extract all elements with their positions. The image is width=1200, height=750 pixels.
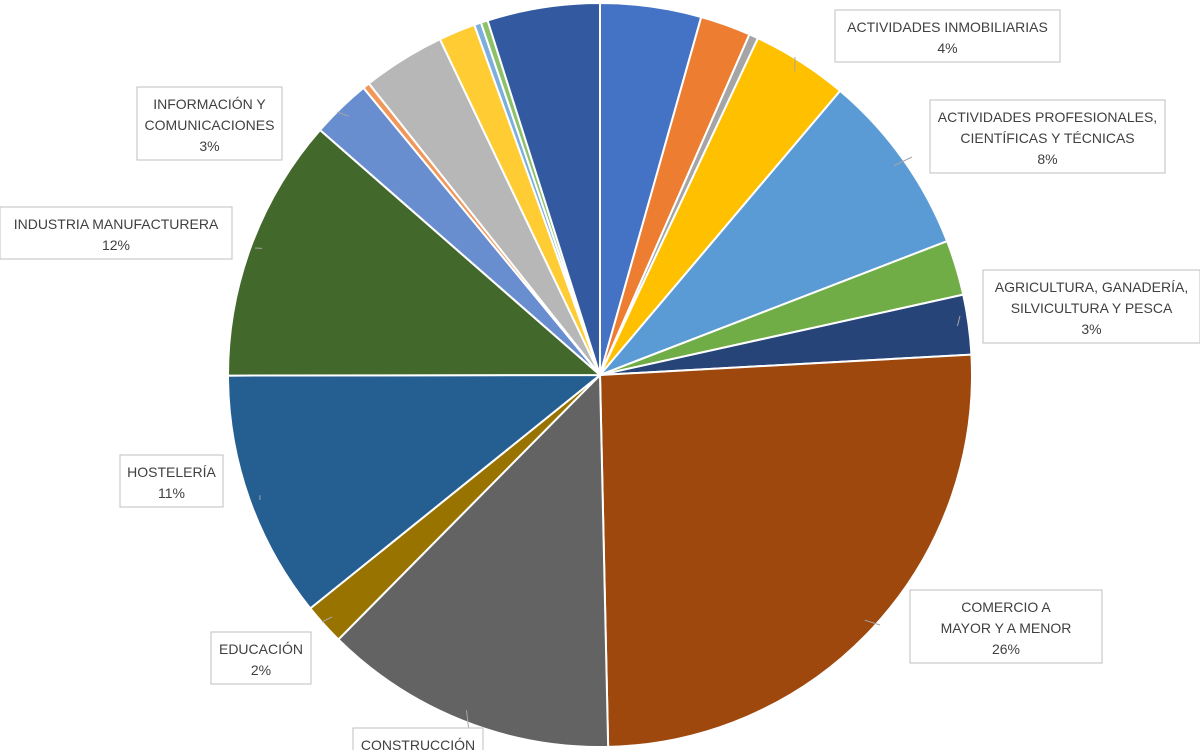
pie-slice-7 bbox=[598, 353, 973, 748]
pie-labels: ACTIVIDADES INMOBILIARIAS 4% ACTIVIDADES P… bbox=[0, 9, 1200, 750]
data-label-category-4-1: CIENTÍFICAS Y TÉCNICAS bbox=[960, 130, 1134, 146]
pie-slices bbox=[226, 1, 973, 748]
data-label-category-3-0: ACTIVIDADES INMOBILIARIAS bbox=[847, 19, 1048, 35]
data-label-percent-4: 8% bbox=[1037, 151, 1057, 167]
data-label-box-9 bbox=[210, 631, 312, 685]
data-label-box-7 bbox=[909, 589, 1103, 664]
data-label-category-10-0: HOSTELERÍA bbox=[127, 464, 216, 480]
data-label-percent-3: 4% bbox=[937, 40, 957, 56]
pie-slice-8 bbox=[336, 372, 610, 748]
leader-line-7 bbox=[864, 619, 881, 626]
data-label-category-12-1: COMUNICACIONES bbox=[145, 117, 275, 133]
data-label-percent-7: 26% bbox=[992, 641, 1020, 657]
data-label-box-11 bbox=[0, 206, 233, 260]
data-label-category-6-1: SILVICULTURA Y PESCA bbox=[1011, 300, 1173, 316]
data-label-percent-11: 12% bbox=[102, 237, 130, 253]
leader-line-9 bbox=[321, 616, 333, 623]
data-label-category-8-0: CONSTRUCCIÓN bbox=[361, 737, 475, 750]
data-label-category-4-0: ACTIVIDADES PROFESIONALES, bbox=[938, 109, 1157, 125]
data-label-percent-10: 11% bbox=[158, 485, 185, 501]
data-label-category-7-1: MAYOR Y A MENOR bbox=[941, 620, 1072, 636]
pie-slice-18 bbox=[486, 1, 601, 376]
data-label-box-10 bbox=[119, 454, 224, 508]
data-label-box-4 bbox=[929, 99, 1166, 174]
data-label-box-12 bbox=[136, 86, 283, 161]
data-label-box-3 bbox=[834, 9, 1061, 63]
data-label-box-8 bbox=[352, 727, 484, 750]
leader-line-12 bbox=[336, 111, 349, 117]
pie-slice-11 bbox=[226, 128, 603, 377]
data-label-category-9-0: EDUCACIÓN bbox=[219, 641, 303, 657]
data-label-category-12-0: INFORMACIÓN Y bbox=[153, 96, 266, 112]
data-label-percent-9: 2% bbox=[251, 662, 271, 678]
data-label-category-6-0: AGRICULTURA, GANADERÍA, bbox=[995, 279, 1188, 295]
leader-line-4 bbox=[893, 156, 913, 167]
data-label-category-11-0: INDUSTRIA MANUFACTURERA bbox=[14, 216, 219, 232]
data-label-box-6 bbox=[982, 269, 1200, 344]
pie-slice-4 bbox=[599, 89, 949, 376]
data-label-percent-6: 3% bbox=[1081, 321, 1101, 337]
data-label-category-7-0: COMERCIO A bbox=[961, 599, 1051, 615]
data-label-percent-12: 3% bbox=[199, 138, 219, 154]
leader-line-6 bbox=[957, 315, 961, 327]
pie-slice-10 bbox=[226, 373, 603, 610]
